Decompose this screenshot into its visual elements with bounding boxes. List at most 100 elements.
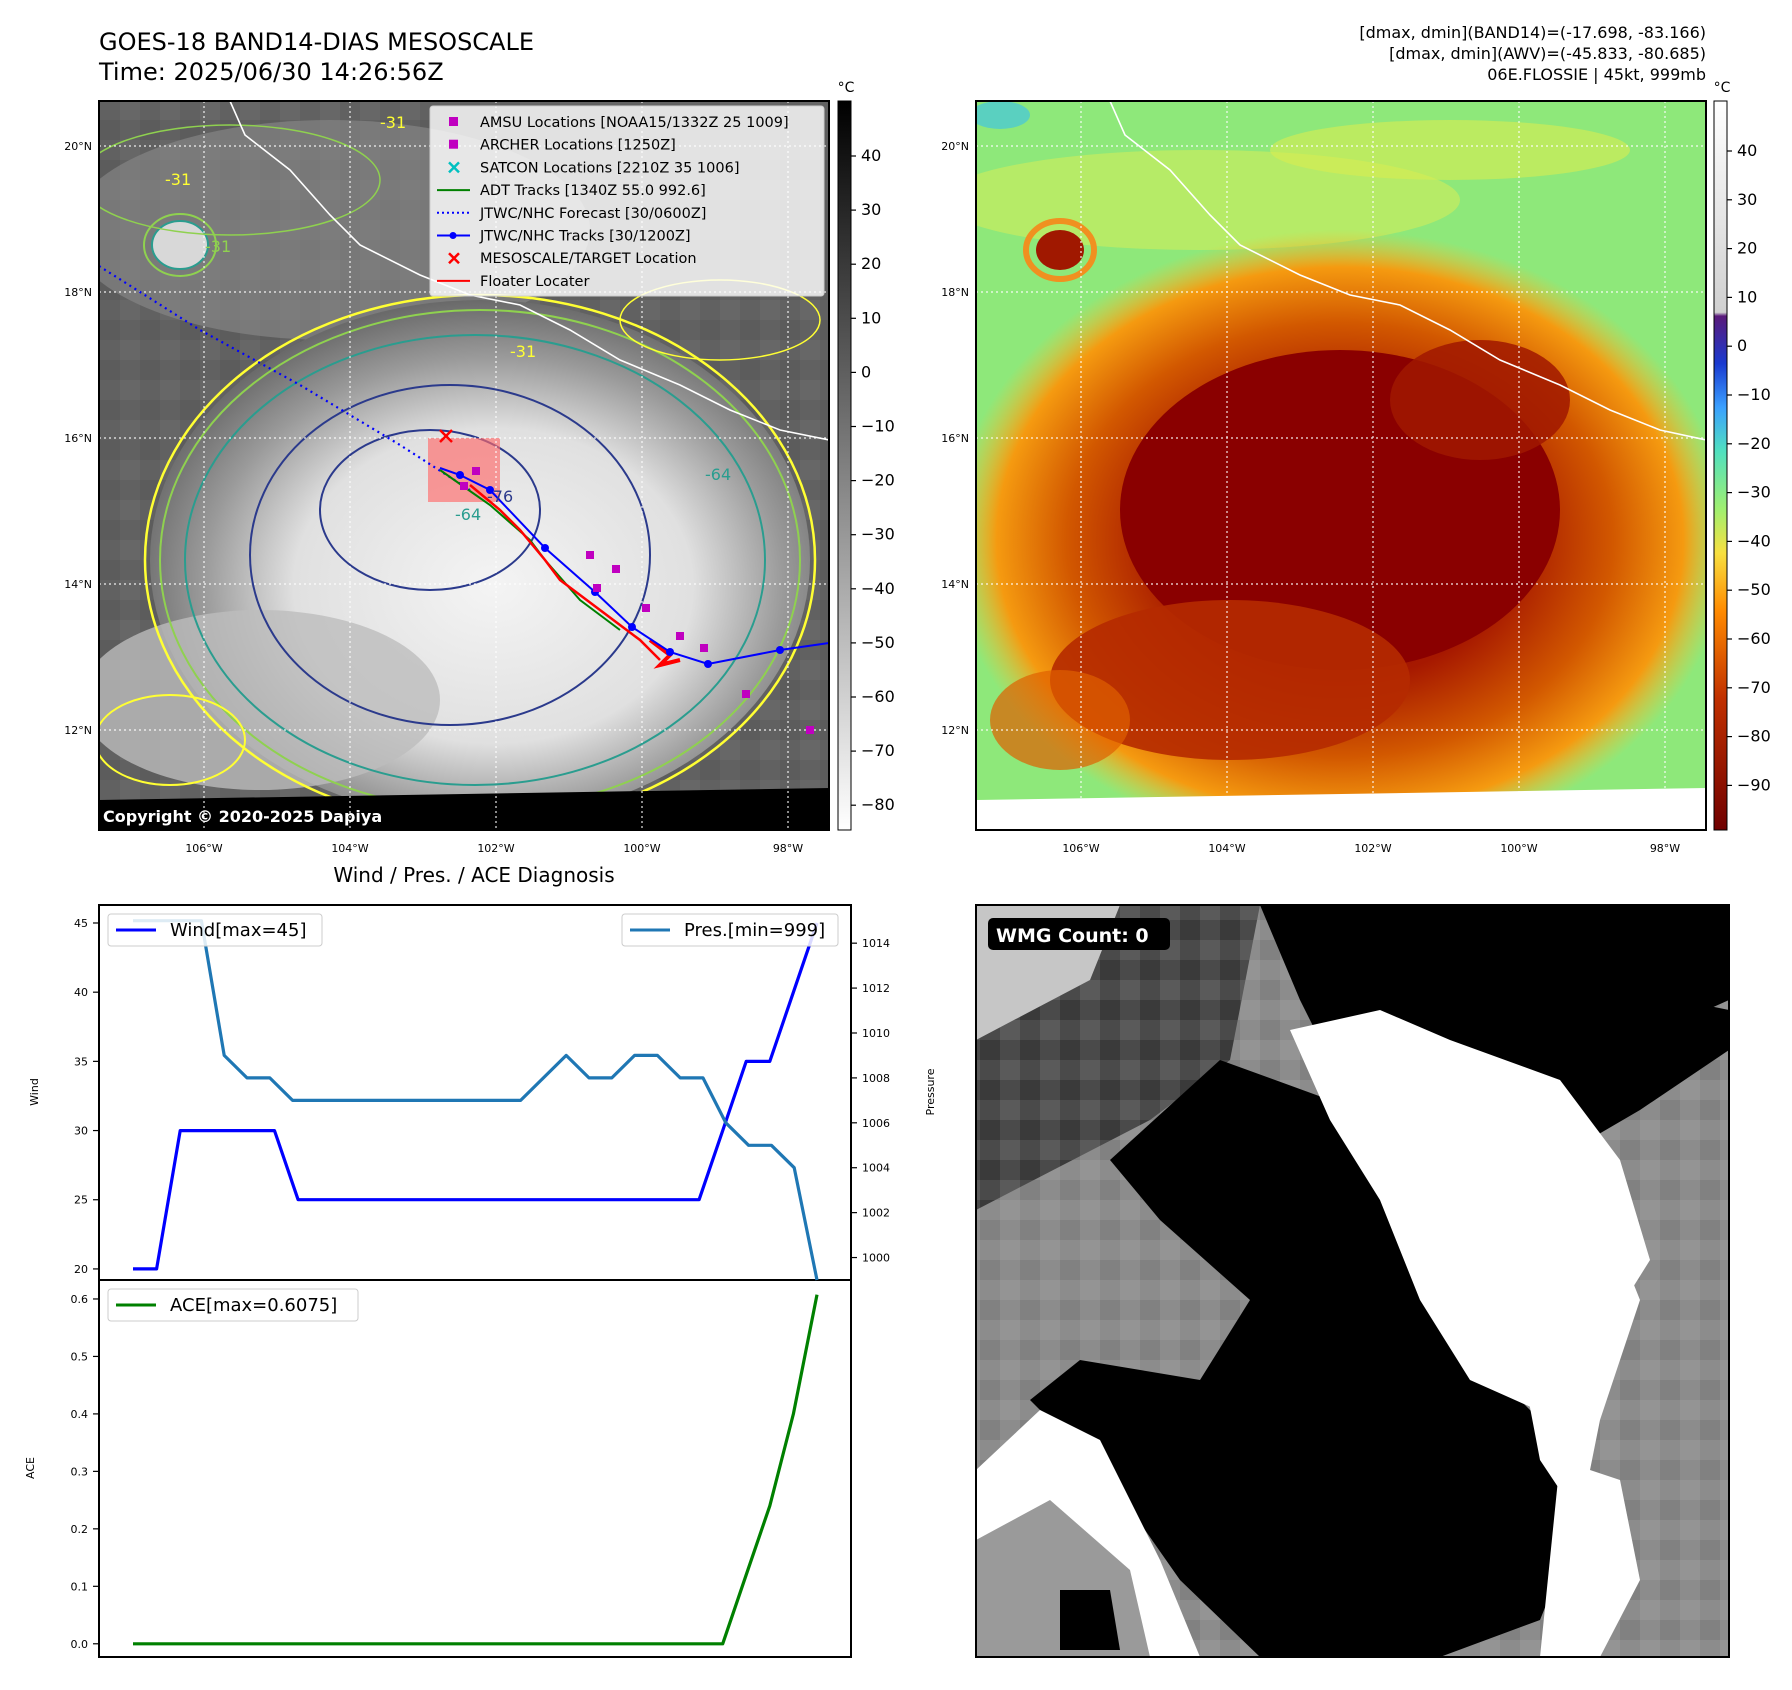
wmg-panel bbox=[976, 905, 1729, 1657]
copyright-text: Copyright © 2020-2025 Dapiya bbox=[103, 807, 382, 826]
colorbar-tick-label: −40 bbox=[861, 579, 895, 598]
legend-marker-square bbox=[449, 139, 458, 149]
legend-marker-x bbox=[448, 161, 460, 174]
gray-colorbar bbox=[837, 100, 852, 831]
y-tick-label: 0.0 bbox=[71, 1638, 89, 1651]
storm-info: 06E.FLOSSIE | 45kt, 999mb bbox=[1487, 65, 1706, 84]
dmax-dmin-awv: [dmax, dmin](AWV)=(-45.833, -80.685) bbox=[1389, 44, 1706, 63]
contour-label: -64 bbox=[455, 505, 481, 524]
colorbar-tick-label: −20 bbox=[1737, 434, 1771, 453]
ace-legend-label: ACE[max=0.6075] bbox=[170, 1295, 337, 1316]
legend-label: SATCON Locations [2210Z 35 1006] bbox=[480, 160, 739, 176]
colorbar-tick-label: 40 bbox=[861, 146, 881, 165]
y-tick-label: 1002 bbox=[862, 1207, 890, 1220]
color-enhanced-map bbox=[976, 101, 1706, 830]
legend-marker-dot bbox=[449, 232, 457, 239]
gray-colorbar-unit: °C bbox=[838, 80, 855, 96]
legend-marker-square bbox=[449, 117, 458, 126]
colorbar-tick-label: −20 bbox=[861, 471, 895, 490]
color-colorbar bbox=[1713, 100, 1728, 831]
colorbar-tick-label: −70 bbox=[1737, 678, 1771, 697]
contour-label: -31 bbox=[205, 237, 231, 256]
colorbar-tick-label: −80 bbox=[861, 795, 895, 814]
y-tick-label: 25 bbox=[74, 1194, 88, 1207]
colorbar-tick-label: −90 bbox=[1737, 775, 1771, 794]
legend-item: ARCHER Locations [1250Z] bbox=[449, 138, 676, 154]
contour-label: -76 bbox=[487, 487, 513, 506]
colorbar-tick-label: 20 bbox=[861, 254, 881, 273]
lat-label: 14°N bbox=[64, 578, 92, 591]
wind-axis-label: Wind bbox=[28, 1078, 41, 1106]
pressure-legend-label: Pres.[min=999] bbox=[684, 920, 825, 941]
legend-item: JTWC/NHC Tracks [30/1200Z] bbox=[437, 229, 691, 245]
legend-label: ADT Tracks [1340Z 55.0 992.6] bbox=[480, 183, 706, 199]
colorbar-tick-label: −10 bbox=[861, 417, 895, 436]
colorbar-tick-label: 10 bbox=[1737, 287, 1757, 306]
y-tick-label: 45 bbox=[74, 917, 88, 930]
colorbar-tick-label: 20 bbox=[1737, 239, 1757, 258]
contour-label: -64 bbox=[705, 465, 731, 484]
legend-item: ADT Tracks [1340Z 55.0 992.6] bbox=[437, 183, 706, 199]
y-tick-label: 0.5 bbox=[71, 1350, 89, 1363]
wmg-frame bbox=[975, 904, 1730, 1658]
y-tick-label: 1008 bbox=[862, 1072, 890, 1085]
lon-label: 100°W bbox=[623, 842, 660, 855]
legend-label: ARCHER Locations [1250Z] bbox=[480, 138, 676, 154]
pressure-legend: Pres.[min=999] bbox=[621, 913, 839, 947]
y-tick-label: 35 bbox=[74, 1055, 88, 1068]
y-tick-label: 0.1 bbox=[71, 1580, 89, 1593]
colorbar-tick-label: −80 bbox=[1737, 727, 1771, 746]
map-legend: AMSU Locations [NOAA15/1332Z 25 1009] ARC… bbox=[429, 105, 825, 297]
lat-label: 18°N bbox=[941, 286, 969, 299]
colorbar-tick-label: −60 bbox=[861, 687, 895, 706]
legend-item: JTWC/NHC Forecast [30/0600Z] bbox=[437, 206, 706, 222]
wmg-count-label: WMG Count: 0 bbox=[996, 925, 1149, 947]
lon-label: 106°W bbox=[1062, 842, 1099, 855]
lat-label: 16°N bbox=[941, 432, 969, 445]
ace-axis-label: ACE bbox=[24, 1457, 37, 1479]
lon-label: 98°W bbox=[773, 842, 803, 855]
ace-series-line bbox=[133, 1294, 819, 1646]
map1-lat-labels: 20°N 18°N 16°N 14°N 12°N bbox=[64, 140, 92, 737]
colorbar-tick-label: −50 bbox=[1737, 580, 1771, 599]
legend-item: Floater Locater bbox=[437, 274, 589, 290]
y-tick-label: 1010 bbox=[862, 1027, 890, 1040]
legend-label: JTWC/NHC Tracks [30/1200Z] bbox=[479, 229, 691, 245]
lat-label: 16°N bbox=[64, 432, 92, 445]
lon-label: 100°W bbox=[1500, 842, 1537, 855]
pressure-axis-label: Pressure bbox=[924, 1068, 937, 1115]
map1-lon-labels: 106°W 104°W 102°W 100°W 98°W bbox=[185, 842, 803, 855]
color-colorbar-unit: °C bbox=[1714, 80, 1731, 96]
ace-legend: ACE[max=0.6075] bbox=[107, 1288, 359, 1322]
y-tick-label: 40 bbox=[74, 986, 88, 999]
diagnosis-title: Wind / Pres. / ACE Diagnosis bbox=[333, 863, 614, 887]
map2-lon-labels: 106°W 104°W 102°W 100°W 98°W bbox=[1062, 842, 1680, 855]
lon-label: 106°W bbox=[185, 842, 222, 855]
y-tick-label: 1012 bbox=[862, 982, 890, 995]
dmax-dmin-band14: [dmax, dmin](BAND14)=(-17.698, -83.166) bbox=[1359, 23, 1706, 42]
legend-label: Floater Locater bbox=[480, 274, 589, 290]
lat-label: 14°N bbox=[941, 578, 969, 591]
colorbar-tick-label: 10 bbox=[861, 308, 881, 327]
colorbar-tick-label: −60 bbox=[1737, 629, 1771, 648]
legend-item: SATCON Locations [2210Z 35 1006] bbox=[448, 160, 739, 176]
y-tick-label: 1006 bbox=[862, 1117, 890, 1130]
colorbar-tick-label: 0 bbox=[1737, 336, 1747, 355]
lat-label: 18°N bbox=[64, 286, 92, 299]
colorbar-tick-label: −30 bbox=[861, 525, 895, 544]
legend-label: JTWC/NHC Forecast [30/0600Z] bbox=[479, 206, 706, 222]
pressure-series-line bbox=[133, 919, 819, 1281]
contour-label: -31 bbox=[165, 170, 191, 189]
colorbar-tick-label: −10 bbox=[1737, 385, 1771, 404]
y-tick-label: 30 bbox=[74, 1125, 88, 1138]
y-tick-label: 0.2 bbox=[71, 1523, 89, 1536]
map2-lat-labels: 20°N 18°N 16°N 14°N 12°N bbox=[941, 140, 969, 737]
y-tick-label: 0.6 bbox=[71, 1293, 89, 1306]
wind-legend-label: Wind[max=45] bbox=[170, 920, 307, 941]
colorbar-tick-label: −30 bbox=[1737, 483, 1771, 502]
lat-label: 20°N bbox=[64, 140, 92, 153]
y-tick-label: 1004 bbox=[862, 1162, 890, 1175]
y-tick-label: 0.4 bbox=[71, 1408, 89, 1421]
colorbar-tick-label: 30 bbox=[861, 200, 881, 219]
wmg-count-badge: WMG Count: 0 bbox=[988, 918, 1170, 950]
